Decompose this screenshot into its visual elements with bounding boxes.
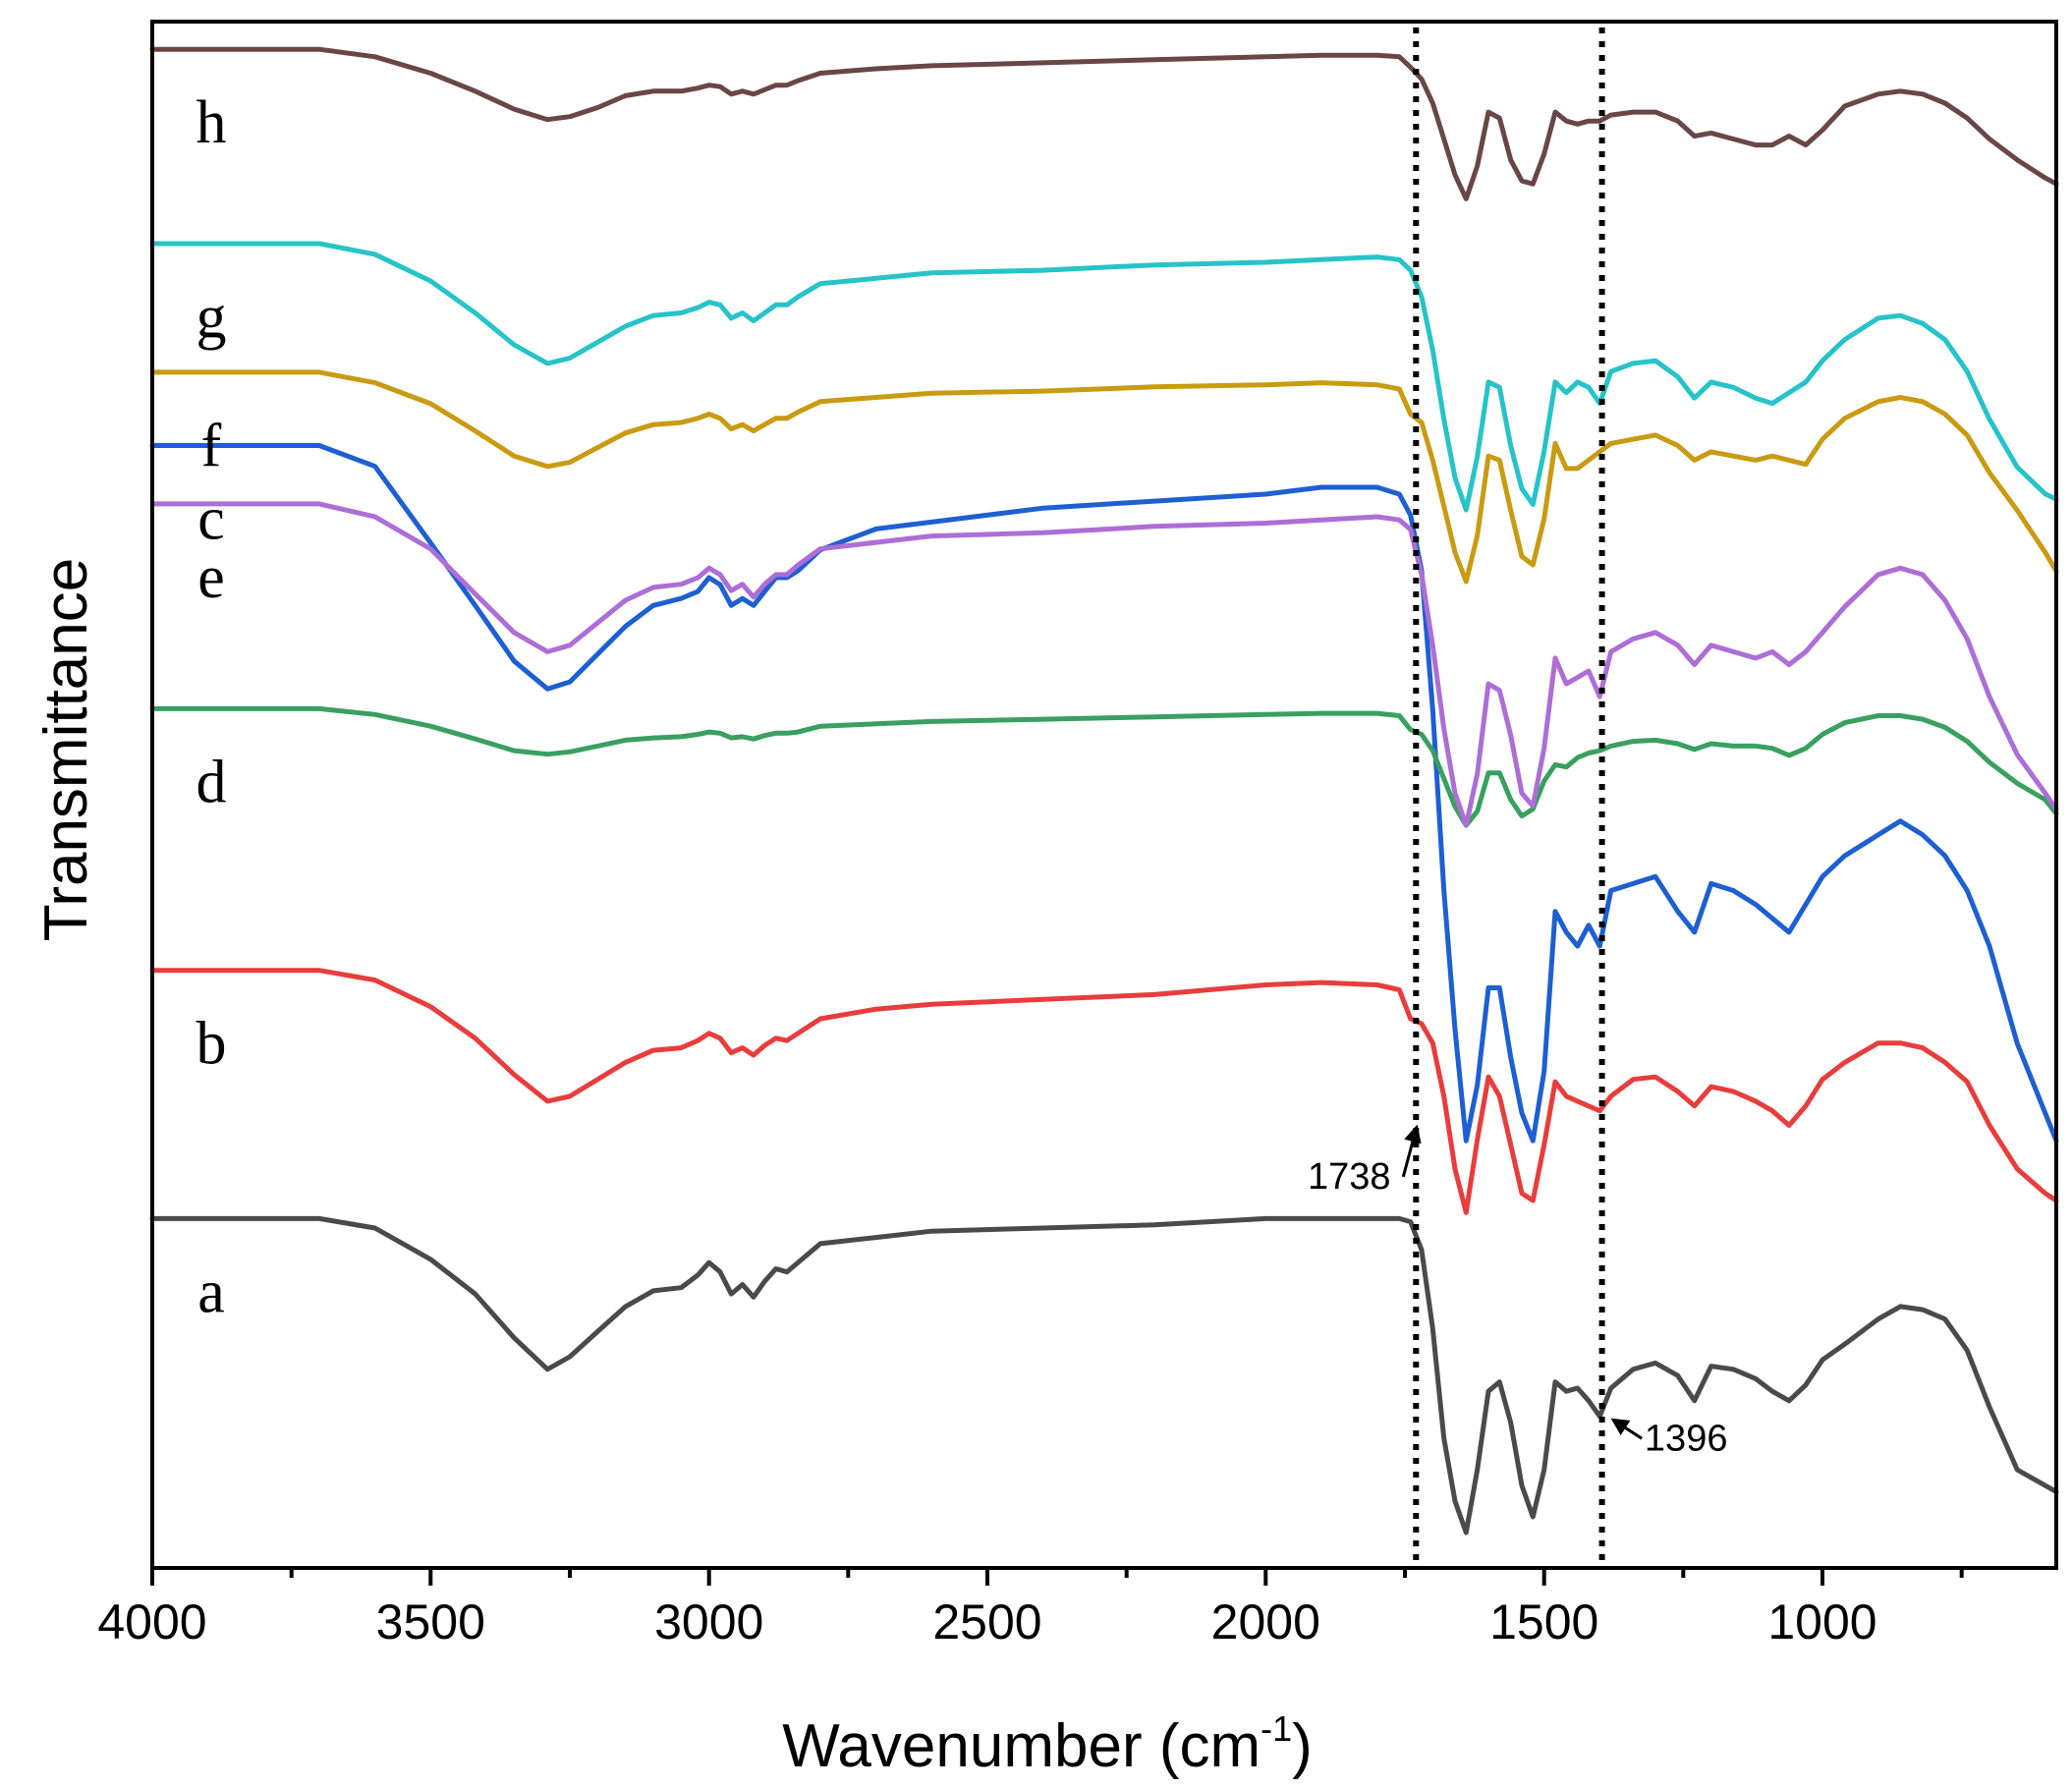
x-tick-label-2000: 2000 <box>1211 1594 1320 1649</box>
series-line-f <box>149 369 2059 585</box>
series-label-h: h <box>196 89 227 156</box>
series-line-e <box>149 501 2059 828</box>
series-line-a <box>149 1215 2059 1536</box>
x-axis-ticks: 4000 3500 3000 2500 2000 1500 1000 <box>97 1568 1964 1649</box>
x-tick-label-1000: 1000 <box>1767 1594 1876 1649</box>
annotation-arrow-1738 <box>1401 1124 1422 1178</box>
annotation-arrow-1396 <box>1610 1418 1644 1440</box>
x-tick-label-4000: 4000 <box>97 1594 206 1649</box>
series-group: a b c d efg h <box>149 46 2059 1536</box>
x-axis-title-sup: -1 <box>1260 1708 1292 1749</box>
x-axis-title: Wavenumber (cm-1) <box>782 1708 1313 1780</box>
x-tick-label-2500: 2500 <box>932 1594 1041 1649</box>
reference-lines <box>1413 28 1605 1568</box>
x-tick-label-3500: 3500 <box>376 1594 485 1649</box>
series-label-b: b <box>196 1011 227 1078</box>
x-tick-label-1500: 1500 <box>1489 1594 1598 1649</box>
annotation-label-1396: 1396 <box>1645 1418 1728 1459</box>
series-label-g: g <box>196 284 227 351</box>
series-label-a: a <box>197 1258 225 1325</box>
series-line-h <box>149 46 2059 201</box>
y-axis-title: Transmittance <box>32 558 100 942</box>
x-tick-label-3000: 3000 <box>654 1594 763 1649</box>
annotation-label-1738: 1738 <box>1308 1156 1391 1198</box>
series-label-e: e <box>197 544 225 611</box>
x-axis-title-close: ) <box>1292 1712 1313 1780</box>
annotations: 1738 1396 <box>1308 1124 1728 1459</box>
series-label-d: d <box>196 749 227 815</box>
x-axis-title-main: Wavenumber (cm <box>782 1712 1260 1780</box>
series-line-g <box>149 241 2059 513</box>
series-line-c <box>149 443 2059 1144</box>
series-label-c: c <box>197 486 225 553</box>
series-label-f: f <box>201 413 222 479</box>
series-line-d <box>149 705 2059 828</box>
series-line-b <box>149 968 2059 1215</box>
plot-frame <box>150 20 2058 1570</box>
